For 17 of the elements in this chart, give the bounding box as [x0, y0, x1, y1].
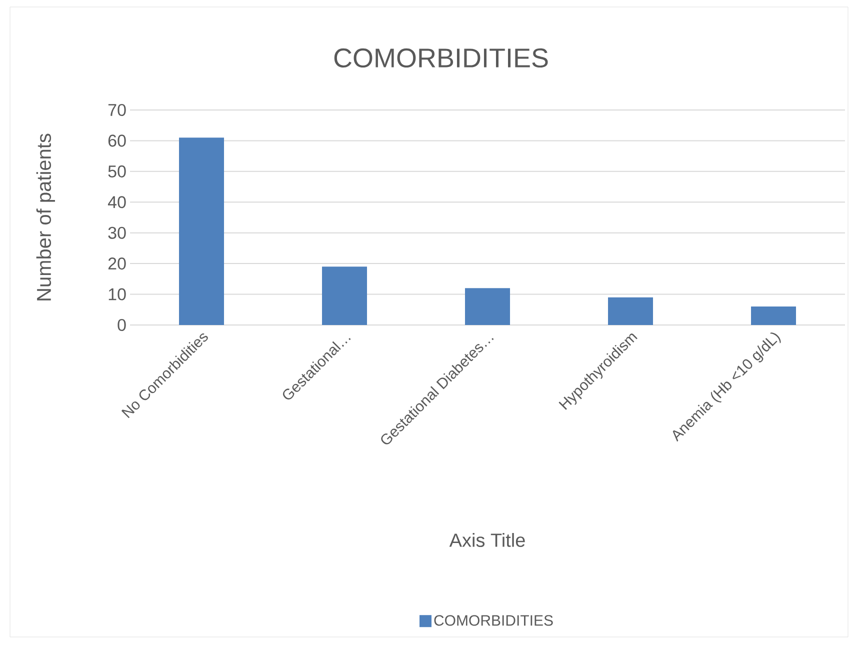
bar [751, 306, 796, 325]
bar [322, 266, 368, 325]
y-tick-label: 0 [118, 318, 126, 332]
y-tick-label: 40 [108, 196, 126, 208]
y-tick-label: 60 [108, 134, 126, 147]
legend-label: COMORBIDITIES [434, 615, 553, 626]
y-axis-title: Number of patients [36, 134, 55, 300]
bar [608, 297, 654, 325]
x-axis-title: Axis Title [449, 533, 525, 547]
bar [179, 138, 224, 325]
y-tick-label: 10 [108, 288, 126, 300]
y-tick-label: 30 [108, 226, 126, 239]
chart-title: COMORBIDITIES [334, 48, 548, 68]
y-tick-label: 20 [108, 258, 126, 270]
y-tick-label: 70 [108, 104, 126, 116]
bar [465, 288, 510, 325]
y-tick-label: 50 [108, 165, 126, 178]
